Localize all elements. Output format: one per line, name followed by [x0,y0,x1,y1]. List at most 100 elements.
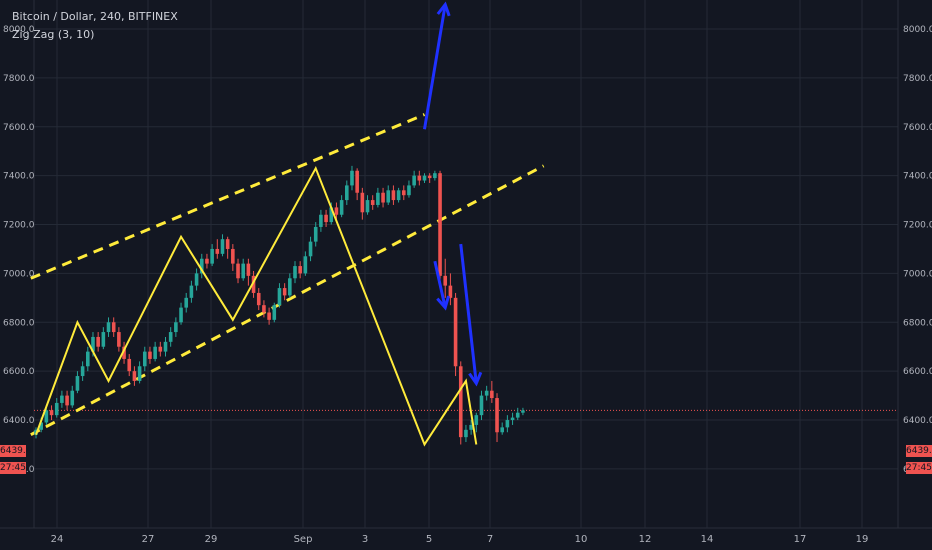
candle-body [313,226,318,242]
candle-body [122,346,126,359]
candle-body [267,312,271,320]
x-tick-label: 3 [362,534,368,545]
candle-body [54,402,59,416]
candle-body [70,390,75,406]
candle-body [86,351,90,367]
candle-body [386,190,391,203]
y-tick-label-right: 8000.0 [903,25,932,35]
candle-body [148,351,152,359]
candle-body [272,305,277,320]
chart-legend: Bitcoin / Dollar, 240, BITFINEX Zig Zag … [12,8,178,44]
symbol-title: Bitcoin / Dollar, 240, BITFINEX [12,10,178,23]
candle-body [391,190,396,201]
candle-body [329,207,334,223]
candle-body [205,258,209,264]
zigzag-line [35,165,478,447]
grid [0,0,932,529]
candle-body [422,175,427,181]
candle-body [308,241,313,257]
candle-body [448,285,453,298]
candle-body [469,424,473,430]
arrow-shaft [423,4,447,130]
candle-body [91,336,95,352]
x-tick-label: 27 [142,534,155,545]
candle-body [521,410,525,413]
candles [34,165,525,445]
candle-body [127,358,132,372]
arrow-shaft [459,243,478,384]
x-tick-label: 12 [639,534,652,545]
y-tick-label-right: 6400.0 [903,416,932,426]
candle-body [350,170,354,186]
candle-body [396,190,401,201]
candle-body [49,410,54,416]
candle-body [256,292,261,306]
x-tick-label: 5 [426,534,432,545]
candle-body [39,422,43,430]
candle-body [117,332,121,347]
countdown-tag-right: 27:45 [906,462,932,474]
y-tick-label-right: 7000.0 [903,269,932,279]
candle-body [241,263,245,279]
x-tick-label: 19 [856,534,869,545]
y-tick-label-left: 7000.0 [3,269,35,279]
candle-body [360,192,365,213]
candle-body [106,322,111,333]
candle-body [44,410,49,423]
y-tick-label-left: 8000.0 [3,25,35,35]
candle-body [111,322,116,333]
trend-channel [30,113,545,437]
x-tick-label: 17 [794,534,807,545]
candle-body [168,332,173,342]
candle-body [458,366,463,438]
candle-body [142,351,147,367]
price-axis-left: 8000.0 7800.0 7600.0 7400.0 7200.0 7000.0 6800… [3,25,35,475]
candle-body [288,278,292,296]
candle-body [65,395,69,406]
arrow-head [436,295,450,311]
candle-body [153,346,157,359]
candle-body [453,297,458,367]
arrow-shaft [433,260,447,308]
y-tick-label-right: 7800.0 [903,74,932,84]
candle-body [515,412,520,418]
y-tick-label-right: 7600.0 [903,123,932,133]
candle-body [345,185,349,201]
y-tick-label-left: 6400.0 [3,416,35,426]
candle-body [505,420,510,428]
candle-body [376,192,380,205]
price-axis-right: 8000.0 7800.0 7600.0 7400.0 7200.0 7000.0 6800… [903,25,932,475]
candle-body [370,200,375,205]
candle-body [433,173,437,179]
candle-body [225,239,230,249]
candle-body [401,190,406,196]
y-tick-label-right: 7200.0 [903,221,932,231]
candle-body [80,366,85,377]
candle-body [184,297,189,308]
candle-body [500,427,504,433]
candle-body [324,214,328,223]
annotation-arrows [423,1,483,387]
candle-body [174,322,178,333]
candle-body [60,395,64,403]
arrow-head [436,1,451,17]
indicator-label: Zig Zag (3, 10) [12,28,95,41]
x-tick-label: Sep [294,534,313,545]
candle-body [236,263,240,279]
y-tick-label-right: 7400.0 [903,172,932,182]
candle-body [464,429,468,438]
y-tick-label-left: 7400.0 [3,172,35,182]
zigzag-indicator [35,165,478,447]
candle-body [490,390,494,399]
candle-body [101,332,106,347]
candle-body [443,275,448,286]
candle-body [96,336,100,347]
candle-body [417,175,422,181]
candle-body [194,273,199,286]
y-tick-label-left: 7600.0 [3,123,35,133]
y-tick-label-left: 6800.0 [3,318,35,328]
time-axis: 24 27 29 Sep 3 5 7 10 12 14 17 19 [51,534,869,545]
y-tick-label-right: 6600.0 [903,367,932,377]
candle-body [303,256,308,274]
